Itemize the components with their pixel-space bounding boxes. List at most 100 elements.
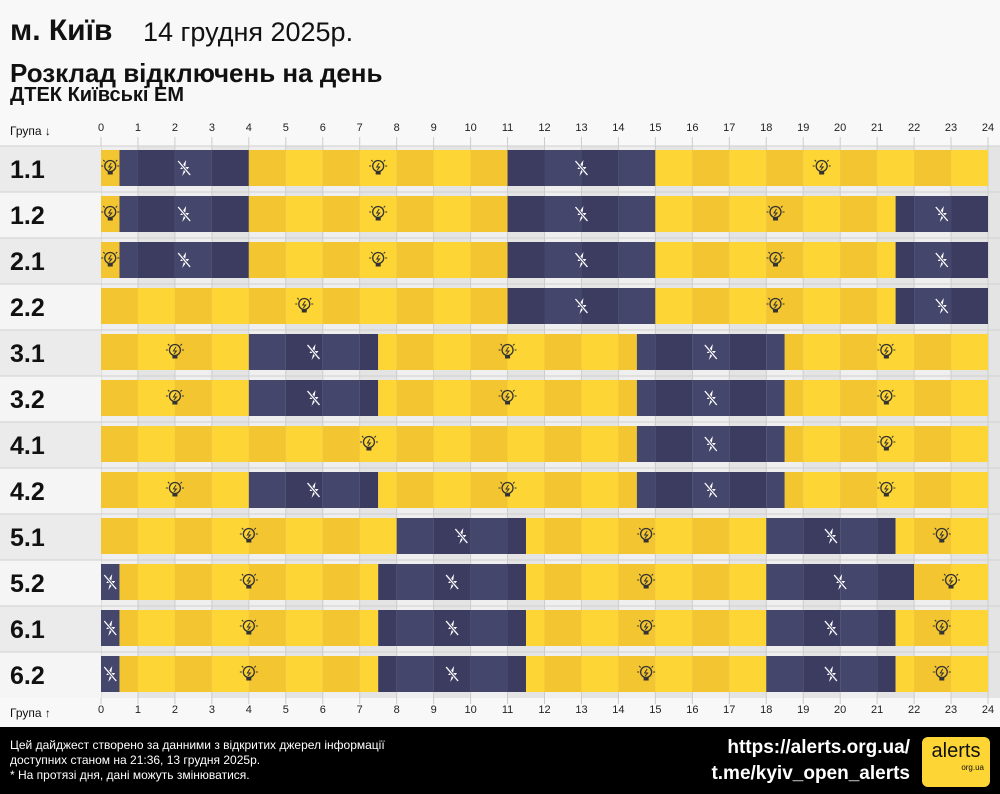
power-on-segment — [433, 380, 471, 416]
outage-segment — [840, 518, 878, 554]
power-on-segment — [248, 242, 286, 278]
lightbulb-icon — [369, 159, 388, 175]
power-on-segment — [285, 564, 323, 600]
outage-segment — [322, 380, 360, 416]
power-on-segment — [766, 196, 804, 232]
power-on-segment — [433, 288, 471, 324]
tick-label-bottom: 11 — [502, 704, 513, 716]
power-on-segment — [119, 610, 138, 646]
outage-segment — [174, 150, 212, 186]
power-on-segment — [507, 472, 545, 508]
power-on-segment — [285, 518, 323, 554]
power-on-segment — [526, 610, 545, 646]
tick-label-bottom: 6 — [320, 704, 326, 716]
power-on-segment — [211, 288, 249, 324]
outage-segment — [636, 380, 656, 416]
outage-segment — [877, 564, 915, 600]
tick-label-top: 2 — [172, 122, 178, 134]
lightbulb-icon — [766, 251, 785, 267]
power-on-segment — [174, 472, 212, 508]
power-on-segment — [322, 196, 360, 232]
group-label-cell — [0, 468, 101, 514]
lightbulb-icon — [239, 527, 258, 543]
power-on-segment — [137, 564, 175, 600]
power-on-segment — [285, 242, 323, 278]
outage-segment — [544, 196, 582, 232]
power-on-segment — [914, 472, 952, 508]
tick-label-top: 0 — [98, 122, 104, 134]
power-on-segment — [248, 656, 286, 692]
group-label-cell — [0, 192, 101, 238]
outage-segment — [544, 150, 582, 186]
power-on-segment — [729, 196, 767, 232]
group-label-cell — [0, 330, 101, 376]
power-on-segment — [692, 242, 730, 278]
power-off-icon — [934, 206, 949, 222]
outage-segment — [507, 196, 545, 232]
power-on-segment — [433, 472, 471, 508]
outage-segment — [507, 656, 527, 692]
outage-segment — [322, 472, 360, 508]
power-on-segment — [248, 288, 286, 324]
power-on-segment — [840, 196, 878, 232]
power-on-segment — [470, 334, 508, 370]
site-link[interactable]: https://alerts.org.ua/ — [727, 737, 910, 758]
power-on-segment — [101, 380, 138, 416]
power-on-segment — [526, 656, 545, 692]
lightbulb-icon — [932, 665, 951, 681]
power-on-segment — [914, 656, 952, 692]
footer-line-1: Цей дайджест створено за данними з відкр… — [10, 738, 385, 752]
outage-segment — [895, 242, 915, 278]
power-on-segment — [581, 426, 619, 462]
power-on-segment — [877, 334, 915, 370]
power-on-segment — [877, 426, 915, 462]
power-on-segment — [137, 426, 175, 462]
outage-segment — [895, 196, 915, 232]
power-on-segment — [322, 150, 360, 186]
power-on-segment — [359, 242, 397, 278]
power-on-segment — [359, 518, 397, 554]
power-off-icon — [823, 528, 839, 544]
power-on-segment — [119, 564, 138, 600]
telegram-link[interactable]: t.me/kyiv_open_alerts — [711, 763, 910, 784]
lightbulb-icon — [877, 389, 896, 405]
power-on-segment — [470, 426, 508, 462]
outage-segment — [636, 426, 656, 462]
power-on-segment — [137, 518, 175, 554]
power-on-segment — [378, 380, 397, 416]
outage-segment — [766, 656, 804, 692]
power-on-segment — [951, 334, 988, 370]
power-on-segment — [101, 288, 138, 324]
power-on-segment — [581, 656, 619, 692]
power-on-segment — [784, 472, 804, 508]
power-on-segment — [248, 564, 286, 600]
power-on-segment — [211, 334, 249, 370]
group-label: 4.2 — [10, 478, 45, 506]
outage-segment — [766, 518, 804, 554]
lightbulb-icon — [101, 159, 120, 175]
power-on-segment — [618, 380, 637, 416]
tick-label-top: 17 — [723, 122, 735, 134]
outage-segment — [729, 426, 767, 462]
outage-segment — [636, 472, 656, 508]
tick-label-bottom: 5 — [283, 704, 289, 716]
outage-segment — [507, 518, 527, 554]
tick-label-bottom: 22 — [908, 704, 920, 716]
outage-segment — [766, 334, 785, 370]
outage-segment — [119, 150, 138, 186]
outage-segment — [766, 610, 804, 646]
outage-segment — [378, 610, 397, 646]
tick-label-top: 6 — [320, 122, 326, 134]
tick-label-top: 19 — [797, 122, 809, 134]
power-on-segment — [618, 334, 637, 370]
outage-segment — [766, 472, 785, 508]
power-off-icon — [103, 666, 118, 682]
power-on-segment — [211, 610, 249, 646]
outage-segment — [729, 380, 767, 416]
power-off-icon — [574, 160, 589, 176]
outage-segment — [396, 610, 434, 646]
power-on-segment — [396, 426, 434, 462]
power-on-segment — [174, 334, 212, 370]
group-label-cell — [0, 606, 101, 652]
